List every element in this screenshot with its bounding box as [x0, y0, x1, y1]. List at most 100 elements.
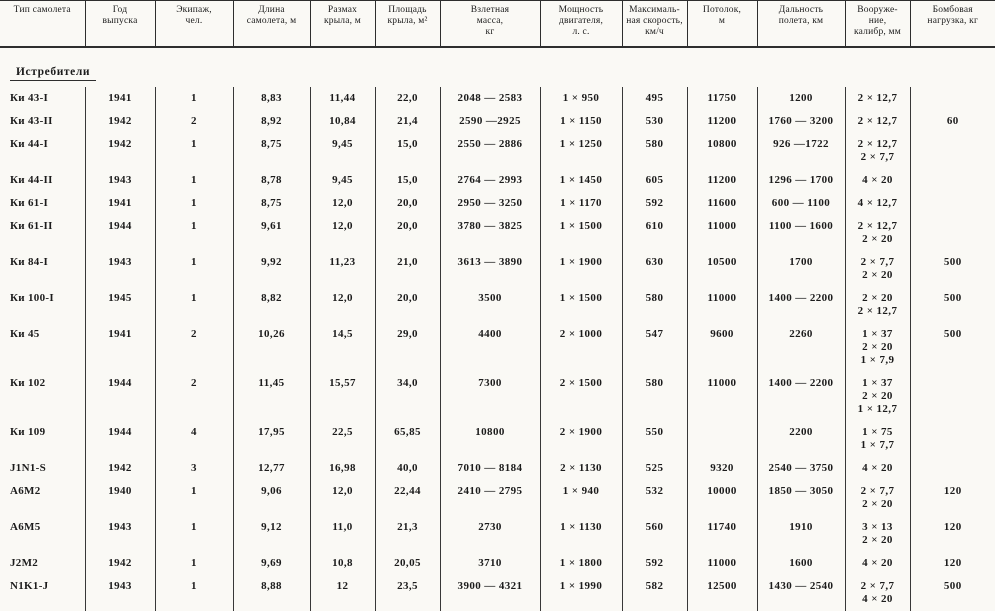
cell-power: 1 × 950	[539, 87, 622, 110]
cell-ceiling	[686, 421, 757, 457]
cell-armament: 2 × 7,7 4 × 20	[844, 575, 910, 611]
cell-bombs	[909, 372, 995, 421]
cell-power: 2 × 1900	[539, 421, 622, 457]
cell-year: 1944	[84, 215, 155, 251]
cell-crew: 1	[154, 516, 233, 552]
cell-length: 9,92	[232, 251, 310, 287]
cell-type: Ки 43-I	[10, 92, 49, 104]
cell-power: 1 × 1130	[539, 516, 622, 552]
cell-year: 1943	[84, 251, 155, 287]
cell-armament: 1 × 37 2 × 20 1 × 12,7	[844, 372, 910, 421]
cell-bombs	[909, 192, 995, 215]
cell-bombs	[909, 421, 995, 457]
cell-speed: 550	[621, 421, 687, 457]
cell-crew: 1	[154, 287, 233, 323]
cell-speed: 630	[621, 251, 687, 287]
cell-speed: 582	[621, 575, 687, 611]
table-row: N1K1-J 1943 1 8,88 12 23,5 3900 — 4321 1 × 1990…	[0, 575, 995, 611]
table-row: Ки 61-I 1941 1 8,75 12,0 20,0 2950 — 3250 1 × 1…	[0, 192, 995, 215]
cell-crew: 1	[154, 215, 233, 251]
table-row: Ки 109 1944 4 17,95 22,5 65,85 10800 2 × 1900 55…	[0, 421, 995, 457]
cell-range: 1910	[756, 516, 845, 552]
cell-mass: 2550 — 2886	[439, 133, 540, 169]
cell-type: Ки 84-I	[10, 256, 49, 268]
cell-area: 65,85	[374, 421, 440, 457]
cell-year: 1942	[84, 457, 155, 480]
table-row: A6M5 1943 1 9,12 11,0 21,3 2730 1 × 1130 560 1174…	[0, 516, 995, 552]
cell-area: 20,0	[374, 192, 440, 215]
cell-range: 2540 — 3750	[756, 457, 845, 480]
cell-speed: 525	[621, 457, 687, 480]
cell-armament: 4 × 20	[844, 552, 910, 575]
cell-type: N1K1-J	[10, 580, 49, 592]
cell-span: 12	[309, 575, 375, 611]
cell-length: 9,61	[232, 215, 310, 251]
table-row: A6M2 1940 1 9,06 12,0 22,44 2410 — 2795 1 × 940…	[0, 480, 995, 516]
column-header-7: Мощность двигателя, л. с.	[539, 0, 622, 48]
cell-year: 1941	[84, 192, 155, 215]
cell-speed: 547	[621, 323, 687, 372]
cell-range: 1400 — 2200	[756, 287, 845, 323]
cell-span: 9,45	[309, 169, 375, 192]
column-header-1: Год выпуска	[84, 0, 155, 48]
cell-crew: 1	[154, 552, 233, 575]
cell-bombs: 500	[909, 323, 995, 372]
cell-bombs: 120	[909, 552, 995, 575]
table-row: Ки 84-I 1943 1 9,92 11,23 21,0 3613 — 3890 1 × …	[0, 251, 995, 287]
cell-power: 1 × 1150	[539, 110, 622, 133]
cell-mass: 3500	[439, 287, 540, 323]
cell-ceiling: 11200	[686, 169, 757, 192]
cell-crew: 1	[154, 575, 233, 611]
cell-span: 14,5	[309, 323, 375, 372]
cell-mass: 3710	[439, 552, 540, 575]
cell-year: 1944	[84, 372, 155, 421]
column-header-11: Вооруже- ние, калибр, мм	[844, 0, 910, 48]
cell-speed: 580	[621, 287, 687, 323]
cell-year: 1943	[84, 575, 155, 611]
cell-ceiling: 11600	[686, 192, 757, 215]
cell-type: Ки 61-I	[10, 197, 49, 209]
cell-span: 22,5	[309, 421, 375, 457]
cell-speed: 605	[621, 169, 687, 192]
cell-armament: 2 × 12,7 2 × 20	[844, 215, 910, 251]
cell-ceiling: 11000	[686, 372, 757, 421]
cell-length: 11,45	[232, 372, 310, 421]
cell-bombs	[909, 457, 995, 480]
cell-armament: 4 × 20	[844, 169, 910, 192]
cell-range: 1600	[756, 552, 845, 575]
cell-ceiling: 10000	[686, 480, 757, 516]
cell-ceiling: 11000	[686, 215, 757, 251]
cell-length: 10,26	[232, 323, 310, 372]
cell-span: 15,57	[309, 372, 375, 421]
cell-power: 1 × 1170	[539, 192, 622, 215]
cell-range: 1200	[756, 87, 845, 110]
cell-power: 2 × 1130	[539, 457, 622, 480]
table-row: Ки 44-I 1942 1 8,75 9,45 15,0 2550 — 2886 1 × 1…	[0, 133, 995, 169]
cell-span: 11,0	[309, 516, 375, 552]
cell-range: 2260	[756, 323, 845, 372]
cell-speed: 532	[621, 480, 687, 516]
cell-bombs: 120	[909, 516, 995, 552]
cell-area: 21,4	[374, 110, 440, 133]
cell-range: 1850 — 3050	[756, 480, 845, 516]
cell-range: 600 — 1100	[756, 192, 845, 215]
cell-mass: 3900 — 4321	[439, 575, 540, 611]
cell-crew: 2	[154, 323, 233, 372]
cell-armament: 2 × 7,7 2 × 20	[844, 251, 910, 287]
cell-ceiling: 12500	[686, 575, 757, 611]
table-row: Ки 43-I 1941 1 8,83 11,44 22,0 2048 — 2583 1 × …	[0, 87, 995, 110]
cell-power: 1 × 1250	[539, 133, 622, 169]
cell-range: 926 —1722	[756, 133, 845, 169]
cell-span: 12,0	[309, 480, 375, 516]
cell-speed: 495	[621, 87, 687, 110]
cell-armament: 1 × 37 2 × 20 1 × 7,9	[844, 323, 910, 372]
cell-type: J2M2	[10, 557, 39, 569]
cell-year: 1943	[84, 516, 155, 552]
cell-armament: 2 × 12,7 2 × 7,7	[844, 133, 910, 169]
cell-power: 1 × 1450	[539, 169, 622, 192]
cell-range: 2200	[756, 421, 845, 457]
cell-type: J1N1-S	[10, 462, 47, 474]
cell-bombs: 60	[909, 110, 995, 133]
cell-area: 22,0	[374, 87, 440, 110]
